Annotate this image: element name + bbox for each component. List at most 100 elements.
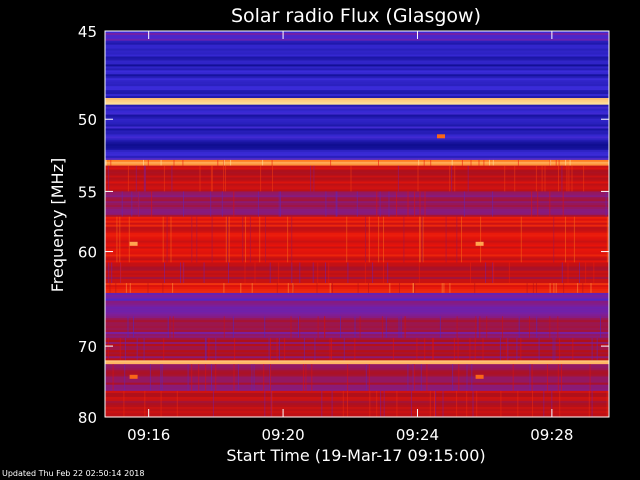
burst-mark <box>475 374 484 379</box>
spectrum-streak <box>290 316 292 338</box>
spectrum-streak <box>492 191 494 217</box>
spectrum-row <box>105 306 609 310</box>
spectrum-streak <box>403 216 405 263</box>
spectrum-streak <box>561 165 563 192</box>
spectrum-row <box>105 290 609 294</box>
spectrum-streak <box>210 165 212 192</box>
spectrum-row <box>105 144 609 147</box>
spectrum-row <box>105 400 609 404</box>
spectrum-streak <box>368 283 369 293</box>
spectrum-row <box>105 165 609 169</box>
spectrum-row <box>105 246 609 250</box>
spectrum-streak <box>160 364 162 391</box>
spectrum-streak <box>535 165 537 192</box>
spectrum-streak <box>365 216 366 263</box>
spectrum-streak <box>541 165 543 192</box>
spectrum-streak <box>356 191 358 217</box>
spectrum-streak <box>451 165 453 192</box>
spectrum-row <box>105 52 609 56</box>
spectrum-band <box>105 40 609 99</box>
spectrum-streak <box>552 337 554 361</box>
spectrum-streak <box>105 364 107 391</box>
spectrum-streak <box>579 262 580 284</box>
spectrum-row <box>105 326 609 329</box>
spectrum-row <box>105 72 609 75</box>
spectrum-streak <box>347 262 349 284</box>
spectrum-streak <box>215 364 217 391</box>
spectrum-row <box>105 60 609 64</box>
spectrum-streak <box>449 283 451 293</box>
spectrum-streak <box>445 216 447 263</box>
spectrum-streak <box>324 316 326 338</box>
spectrum-streak <box>532 283 534 293</box>
spectrum-row <box>105 310 609 313</box>
spectrum-streak <box>514 165 516 192</box>
spectrum-row <box>105 32 609 36</box>
spectrum-streak <box>108 262 110 284</box>
spectrum-row <box>105 118 609 122</box>
y-tick-label: 80 <box>78 409 97 427</box>
spectrum-streak <box>265 216 266 263</box>
spectrum-row <box>105 250 609 254</box>
spectrum-streak <box>526 283 528 293</box>
spectrum-row <box>105 256 609 260</box>
spectrum-row <box>105 80 609 83</box>
spectrum-row <box>105 74 609 77</box>
spectrum-row <box>105 64 609 67</box>
spectrum-streak <box>474 283 476 293</box>
burst-mark <box>129 241 138 246</box>
spectrum-streak <box>600 316 601 338</box>
spectrum-streak <box>550 159 552 166</box>
spectrum-streak <box>442 390 444 417</box>
spectrum-streak <box>127 316 129 338</box>
spectrum-streak <box>605 191 607 217</box>
spectrum-streak <box>268 337 270 361</box>
spectrum-streak <box>187 364 189 391</box>
spectrum-streak <box>115 283 117 293</box>
spectrum-row <box>105 378 609 382</box>
spectrum-streak <box>476 390 478 417</box>
spectrum-row <box>105 140 609 143</box>
spectrum-streak <box>606 390 608 417</box>
spectrum-band <box>105 283 609 294</box>
spectrum-streak <box>270 337 271 361</box>
spectrum-streak <box>136 337 138 361</box>
spectrum-streak <box>278 191 280 217</box>
spectrum-row <box>105 304 609 308</box>
spectrum-row <box>105 252 609 256</box>
spectrum-streak <box>424 337 426 361</box>
spectrum-row <box>105 104 609 108</box>
spectrum-streak <box>191 216 193 263</box>
spectrum-streak <box>182 159 184 166</box>
spectrum-streak <box>278 337 280 361</box>
spectrum-row <box>105 374 609 378</box>
spectrum-streak <box>292 283 294 293</box>
spectrum-streak <box>143 165 145 192</box>
spectrum-row <box>105 147 609 151</box>
spectrum-streak <box>223 159 225 166</box>
spectrum-row <box>105 274 609 278</box>
spectrum-streak <box>287 216 289 263</box>
spectrum-streak <box>237 364 239 391</box>
spectrum-streak <box>276 337 278 361</box>
spectrum-streak <box>124 364 126 391</box>
spectrum-row <box>105 159 609 163</box>
spectrum-streak <box>396 191 398 217</box>
spectrum-row <box>105 394 609 398</box>
spectrum-row <box>105 96 609 99</box>
spectrum-row <box>105 171 609 175</box>
spectrum-streak <box>492 159 494 166</box>
spectrum-row <box>105 331 609 335</box>
spectrum-streak <box>549 283 551 293</box>
spectrum-row <box>105 404 609 408</box>
spectrum-band <box>105 31 609 42</box>
x-tick-label: 09:24 <box>396 426 439 444</box>
spectrum-band <box>105 364 609 392</box>
spectrum-row <box>105 308 609 312</box>
spectrum-streak <box>160 390 162 417</box>
spectrum-streak <box>531 191 533 217</box>
spectrum-streak <box>418 262 420 284</box>
spectrum-streak <box>441 283 443 293</box>
x-tick-label: 09:28 <box>530 426 573 444</box>
spectrum-streak <box>249 216 251 263</box>
